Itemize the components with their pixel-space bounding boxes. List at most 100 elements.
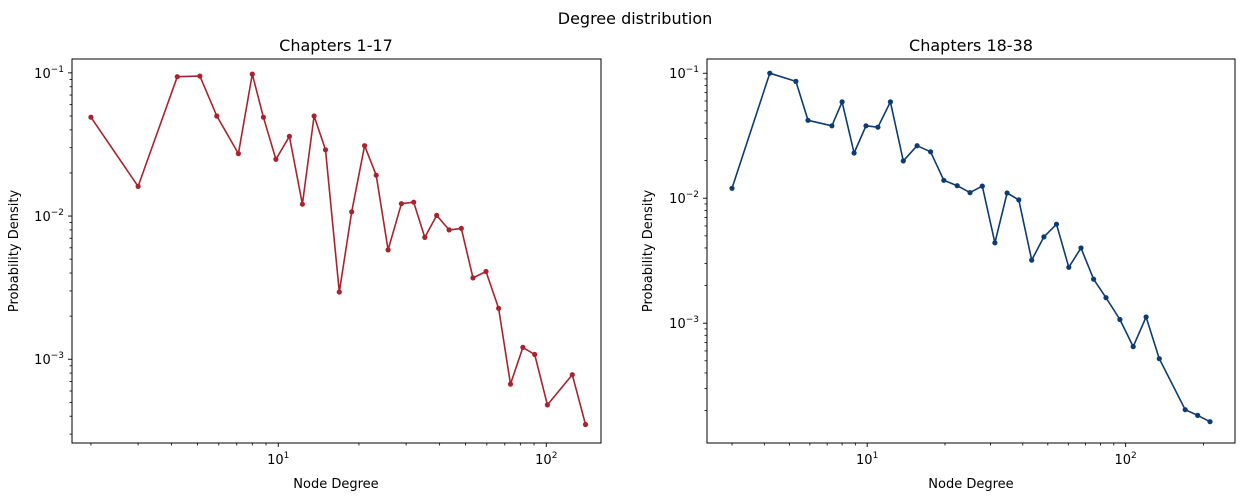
x-tick-label: 101: [267, 451, 289, 468]
data-point: [1041, 234, 1047, 240]
data-point: [249, 71, 255, 77]
data-point: [887, 99, 894, 105]
data-point: [286, 133, 292, 139]
tick-exponent: 1: [284, 451, 290, 461]
data-point: [729, 185, 735, 191]
y-tick-label: 10−1: [34, 65, 64, 82]
data-point: [299, 201, 305, 207]
data-point: [483, 268, 489, 275]
data-point: [362, 143, 368, 149]
data-point: [197, 73, 203, 79]
data-point: [214, 113, 220, 119]
data-point: [767, 70, 773, 76]
tick-base: 10: [34, 67, 51, 82]
data-point: [928, 149, 934, 155]
y-tick-label: 10−2: [34, 208, 64, 225]
tick-exponent: −1: [686, 65, 699, 75]
y-axis-label: Probability Density: [641, 190, 656, 313]
y-tick-label: 10−2: [669, 190, 699, 207]
data-point: [1207, 419, 1213, 425]
plot-title: Chapters 1-17: [279, 36, 393, 55]
data-point: [398, 201, 404, 207]
x-tick-label: 102: [535, 451, 557, 468]
tick-base: 10: [669, 192, 686, 207]
data-point: [1029, 257, 1035, 263]
tick-exponent: −2: [686, 190, 699, 200]
x-axis-label: Node Degree: [293, 477, 378, 492]
data-point: [967, 190, 973, 196]
data-point: [569, 372, 575, 378]
data-point: [349, 209, 355, 215]
data-point: [863, 123, 869, 129]
y-axis-label: Probability Density: [7, 190, 22, 313]
tick-base: 10: [267, 453, 284, 468]
figure-suptitle: Degree distribution: [558, 9, 713, 28]
tick-exponent: −3: [686, 315, 699, 325]
data-point: [470, 275, 476, 281]
data-point: [260, 114, 266, 120]
data-point: [311, 113, 317, 119]
tick-base: 10: [535, 453, 552, 468]
data-point: [1156, 356, 1162, 362]
tick-base: 10: [34, 210, 51, 225]
data-point: [793, 78, 799, 84]
data-point: [1078, 245, 1084, 251]
data-point: [805, 117, 811, 123]
tick-base: 10: [669, 317, 686, 332]
series-line: [90, 73, 587, 425]
data-point: [1016, 197, 1022, 203]
x-axis-label: Node Degree: [928, 477, 1013, 492]
data-point: [544, 402, 551, 408]
data-point: [851, 150, 857, 156]
tick-exponent: 2: [1131, 451, 1137, 461]
data-point: [135, 183, 141, 189]
tick-base: 10: [34, 353, 51, 368]
data-point: [458, 225, 464, 231]
y-tick-label: 10−3: [669, 315, 699, 332]
data-point: [900, 158, 906, 164]
tick-exponent: 1: [873, 451, 879, 461]
data-point: [1195, 412, 1201, 418]
data-point: [446, 227, 452, 233]
tick-exponent: 2: [552, 451, 558, 461]
axes-frame: [706, 58, 1236, 444]
data-point: [422, 234, 428, 240]
tick-base: 10: [669, 67, 686, 82]
axes-frame: [71, 58, 602, 444]
data-point: [914, 143, 920, 149]
data-point: [434, 212, 440, 218]
data-point: [979, 183, 985, 189]
data-point: [532, 351, 538, 358]
data-point: [1053, 221, 1060, 227]
data-point: [496, 305, 502, 311]
data-point: [954, 183, 960, 189]
tick-exponent: −1: [51, 65, 64, 75]
data-point: [1143, 314, 1149, 320]
data-point: [1004, 190, 1010, 196]
x-tick-label: 102: [1114, 451, 1136, 468]
data-point: [336, 289, 342, 295]
data-point: [174, 74, 180, 80]
data-point: [88, 114, 94, 120]
data-point: [411, 199, 417, 205]
data-point: [1066, 264, 1072, 270]
tick-exponent: −2: [51, 208, 64, 218]
x-tick-label: 101: [856, 451, 878, 468]
tick-base: 10: [1114, 453, 1131, 468]
data-point: [520, 344, 526, 350]
tick-exponent: −3: [51, 351, 64, 361]
data-point: [582, 421, 589, 428]
data-point: [322, 147, 329, 153]
data-point: [1117, 316, 1123, 323]
data-point: [385, 247, 391, 253]
data-point: [1103, 295, 1109, 301]
data-point: [829, 123, 835, 129]
data-point: [507, 381, 514, 387]
data-point: [839, 99, 845, 105]
data-point: [373, 172, 379, 178]
data-point: [875, 124, 881, 130]
data-point: [992, 240, 998, 246]
